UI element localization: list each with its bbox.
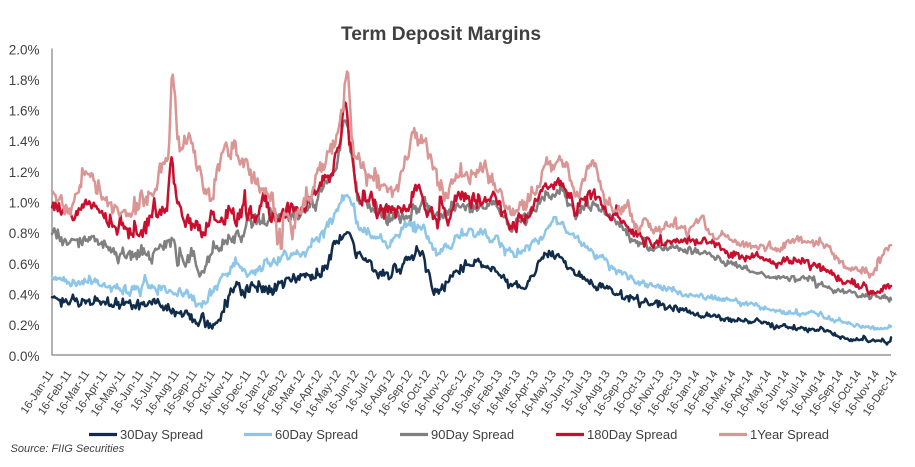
svg-text:30Day Spread: 30Day Spread (120, 427, 203, 442)
svg-text:1.6%: 1.6% (9, 104, 40, 119)
svg-text:1.4%: 1.4% (9, 134, 40, 149)
svg-text:0.4%: 0.4% (9, 288, 40, 303)
svg-text:2.0%: 2.0% (9, 42, 40, 57)
svg-text:1.0%: 1.0% (9, 196, 40, 211)
svg-text:0.8%: 0.8% (9, 226, 40, 241)
svg-text:1.8%: 1.8% (9, 73, 40, 88)
svg-text:1Year Spread: 1Year Spread (750, 427, 829, 442)
svg-text:60Day Spread: 60Day Spread (275, 427, 358, 442)
svg-text:1.2%: 1.2% (9, 165, 40, 180)
svg-text:180Day Spread: 180Day Spread (587, 427, 677, 442)
svg-text:Term Deposit Margins: Term Deposit Margins (341, 24, 541, 45)
svg-text:0.0%: 0.0% (9, 349, 40, 364)
svg-text:Source: FIIG Securities: Source: FIIG Securities (11, 443, 125, 455)
svg-text:0.6%: 0.6% (9, 257, 40, 272)
svg-text:90Day Spread: 90Day Spread (431, 427, 514, 442)
svg-text:0.2%: 0.2% (9, 318, 40, 333)
